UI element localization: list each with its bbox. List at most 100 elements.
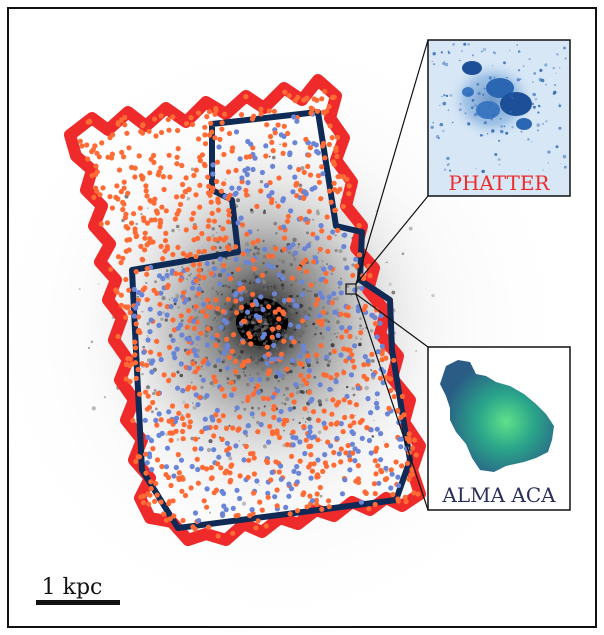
alma-point [210,417,216,423]
phatter-point [311,461,317,467]
phatter-inset-speck [537,129,539,132]
phatter-point [210,185,216,191]
alma-point [319,294,325,301]
phatter-inset-speck [498,163,501,166]
phatter-point [391,357,397,363]
galaxy-speckle [198,283,200,286]
alma-point [257,314,263,320]
phatter-inset-speck [563,165,567,169]
galaxy-speckle [319,494,323,498]
galaxy-speckle [269,308,273,312]
phatter-inset-speck [503,61,506,65]
phatter-point [93,185,99,191]
alma-point [339,325,345,331]
phatter-point [205,326,211,332]
alma-point [308,475,314,481]
galaxy-speckle [384,262,386,264]
galaxy-speckle [256,332,261,337]
alma-point [252,155,258,161]
alma-point [365,396,371,402]
alma-point [365,358,371,364]
galaxy-speckle [238,440,240,442]
alma-point [265,490,271,496]
phatter-inset-speck [531,102,534,106]
phatter-point [142,451,149,457]
phatter-point [165,474,172,481]
phatter-inset-speck [474,112,478,117]
phatter-point [264,344,270,350]
galaxy-speckle [246,294,250,297]
phatter-point [188,485,194,491]
galaxy-speckle [249,328,252,331]
phatter-inset-speck [555,72,557,74]
galaxy-speckle [230,313,235,318]
phatter-point [118,260,124,266]
phatter-point [282,142,288,148]
alma-point [269,356,275,362]
phatter-point [145,393,151,399]
phatter-point [181,422,187,428]
phatter-point [204,114,210,120]
phatter-point [275,122,281,128]
phatter-point [190,121,196,128]
galaxy-speckle [228,341,231,343]
galaxy-speckle [262,444,267,449]
galaxy-speckle [401,252,405,256]
phatter-point [361,362,367,368]
galaxy-speckle [165,269,169,273]
phatter-point [151,152,157,159]
phatter-inset-speck [511,125,514,129]
phatter-point [206,109,213,115]
phatter-point [125,304,131,310]
galaxy-speckle [279,320,284,325]
phatter-point [338,446,344,452]
galaxy-speckle [312,218,315,221]
galaxy-speckle [296,299,300,302]
galaxy-speckle [341,186,343,188]
alma-point [258,294,264,300]
phatter-point [393,459,399,465]
phatter-point [243,192,250,198]
alma-inset: ALMA ACA [427,346,571,511]
galaxy-speckle [262,254,267,259]
galaxy-speckle [252,357,256,361]
phatter-point [135,314,142,320]
alma-point [334,435,340,441]
phatter-point [329,300,335,306]
phatter-point [362,489,368,495]
galaxy-speckle [275,346,279,350]
alma-point [347,467,353,473]
phatter-point [322,460,328,466]
alma-point [281,224,287,230]
phatter-point [328,421,334,427]
galaxy-speckle [279,143,281,145]
phatter-inset-speck [536,123,540,127]
phatter-point [193,253,199,260]
phatter-point [189,216,195,222]
galaxy-speckle [320,439,322,442]
alma-point [196,518,202,524]
alma-point [327,386,333,392]
phatter-inset-speck [476,82,480,86]
phatter-point [127,309,133,316]
phatter-point [263,523,269,529]
phatter-point [238,112,245,118]
galaxy-speckle [103,396,106,399]
galaxy-speckle [216,320,220,325]
alma-point [353,256,359,262]
alma-inset-image [440,360,554,472]
galaxy-speckle [281,269,286,274]
phatter-point [369,351,375,357]
phatter-inset-speck [439,124,441,126]
galaxy-speckle [260,330,262,332]
phatter-inset-speck [553,90,556,94]
phatter-point [326,498,332,504]
galaxy-speckle [210,287,215,291]
phatter-point [246,331,252,337]
galaxy-speckle [259,325,262,329]
galaxy-speckle [281,401,284,405]
phatter-point [157,220,164,226]
phatter-point [211,433,217,439]
phatter-inset-speck [451,121,454,124]
phatter-point [133,321,139,327]
